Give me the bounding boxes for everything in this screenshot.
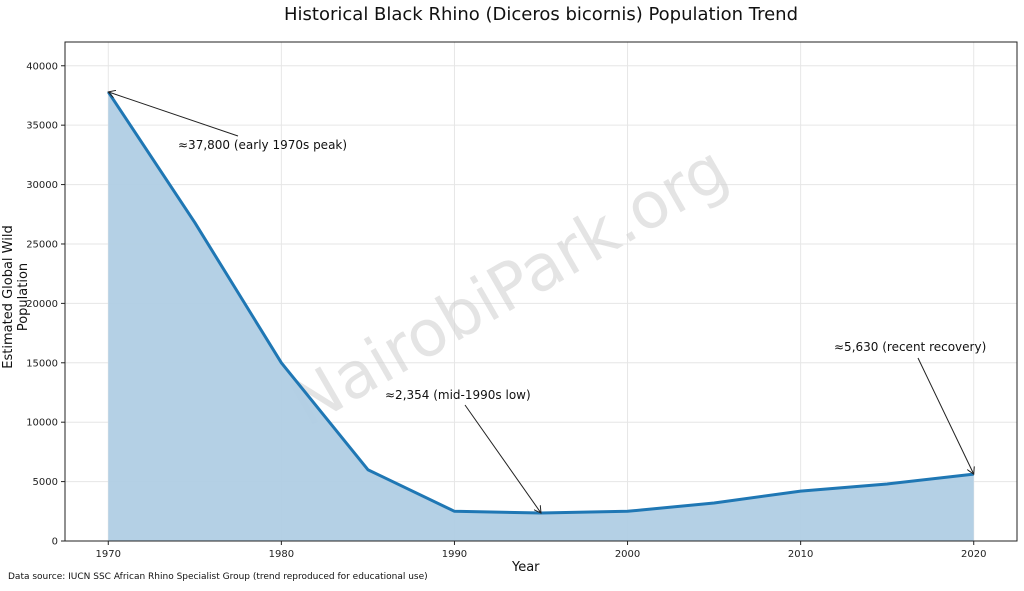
x-tick-label: 2000 [615, 549, 640, 560]
y-tick-label: 25000 [26, 239, 58, 250]
y-tick-label: 30000 [26, 180, 58, 191]
chart-title: Historical Black Rhino (Diceros bicornis… [284, 4, 798, 25]
y-tick-label: 15000 [26, 358, 58, 369]
y-tick-label: 0 [52, 537, 58, 548]
annotation-label: ≈2,354 (mid-1990s low) [385, 388, 531, 402]
annotation-arrow [464, 404, 541, 513]
y-tick-label: 20000 [26, 299, 58, 310]
annotation-arrow [108, 92, 239, 137]
y-tick-label: 5000 [33, 477, 58, 488]
y-tick-label: 40000 [26, 61, 58, 72]
annotation-label: ≈37,800 (early 1970s peak) [178, 138, 347, 152]
data-source-note: Data source: IUCN SSC African Rhino Spec… [8, 572, 428, 582]
y-tick-label: 10000 [26, 418, 58, 429]
x-tick-label: 2010 [788, 549, 813, 560]
y-tick-label: 35000 [26, 121, 58, 132]
area-fill [108, 91, 974, 542]
annotation-arrow [917, 357, 974, 474]
x-axis-label: Year [512, 560, 540, 575]
annotation-label: ≈5,630 (recent recovery) [834, 340, 986, 354]
plot-frame [64, 41, 1018, 542]
x-tick-label: 1980 [269, 549, 294, 560]
x-tick-label: 1990 [442, 549, 467, 560]
x-tick-label: 2020 [961, 549, 986, 560]
x-tick-label: 1970 [96, 549, 121, 560]
